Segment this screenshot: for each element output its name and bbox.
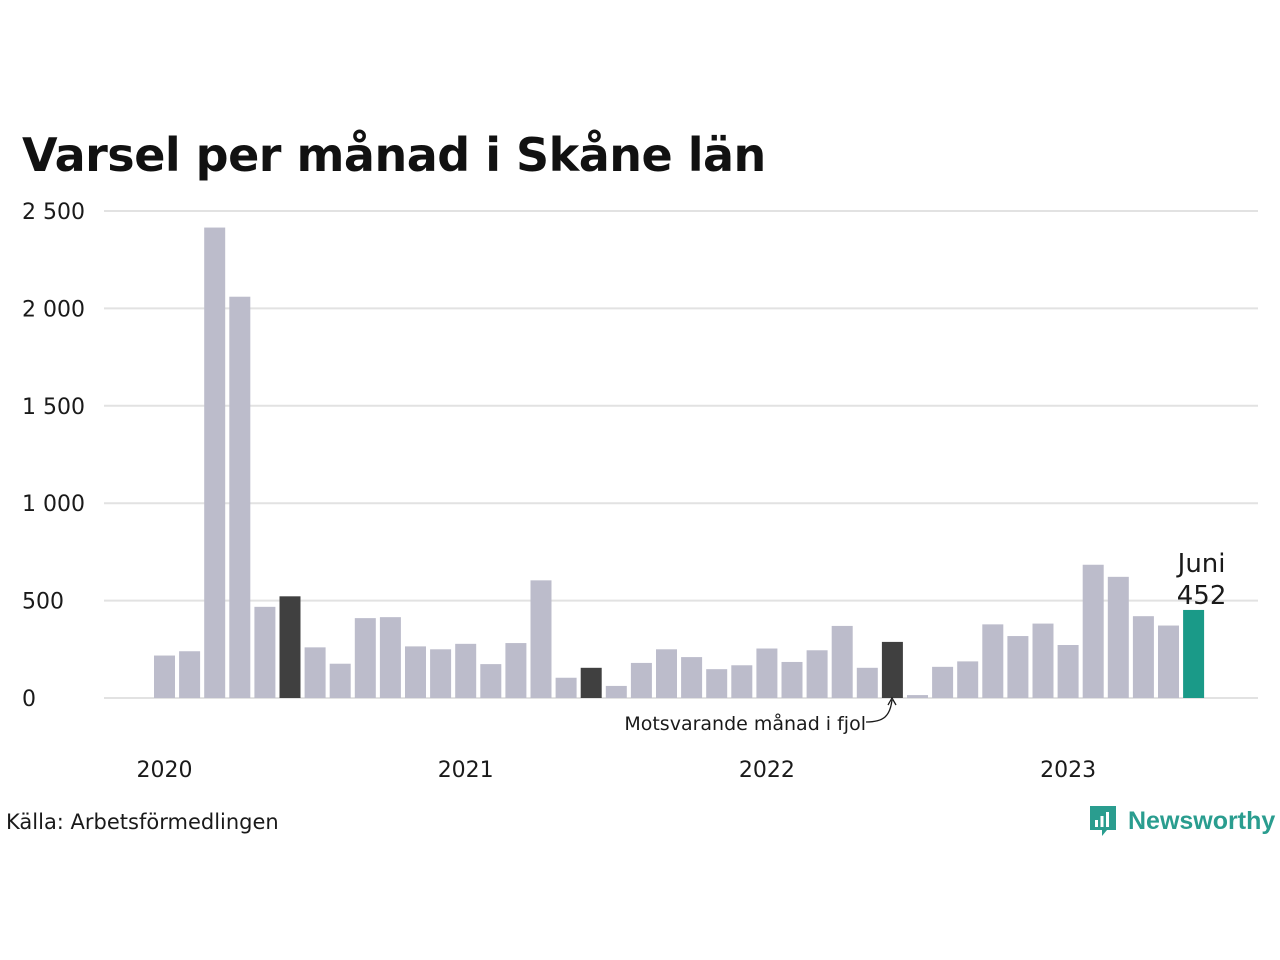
bar-2022-03: [806, 650, 828, 698]
bar-2020-09: [354, 618, 376, 698]
bar-2023-03: [1107, 576, 1129, 698]
bar-2020-10: [379, 617, 401, 698]
bar-2020-08: [329, 663, 351, 698]
y-axis-ticks: 0 500 1 000 1 500 2 000 2 500: [22, 200, 85, 712]
bar-2020-03: [204, 227, 226, 699]
annotation-arrowhead: [887, 696, 897, 706]
bar-2020-12: [430, 649, 452, 698]
bar-2022-06: [881, 641, 903, 698]
current-month-callout: Juni 452: [1176, 549, 1227, 611]
annotation: Motsvarande månad i fjol: [624, 696, 897, 735]
bar-2022-11: [1007, 636, 1029, 698]
bar-2020-06: [279, 596, 301, 698]
bar-2022-01: [756, 648, 778, 698]
bar-2022-08: [932, 666, 954, 698]
brand-name: Newsworthy: [1128, 806, 1276, 835]
bar-2021-02: [480, 664, 502, 698]
bar-2022-07: [907, 695, 928, 698]
bar-2021-03: [505, 643, 527, 698]
bars: [154, 227, 1205, 699]
bar-2022-04: [831, 625, 853, 698]
callout-value: 452: [1177, 581, 1227, 611]
y-tick-label: 2 000: [22, 297, 85, 322]
bar-2023-06: [1183, 609, 1205, 698]
bar-2021-05: [555, 677, 577, 698]
bar-2021-07: [605, 685, 627, 698]
bar-2021-01: [455, 643, 477, 698]
bar-2022-02: [781, 661, 803, 698]
bar-2021-10: [681, 657, 703, 698]
brand-logo[interactable]: Newsworthy: [1088, 803, 1275, 839]
x-year-label: 2022: [739, 758, 795, 783]
bar-2022-05: [856, 667, 878, 698]
annotation-arrow: [865, 699, 893, 723]
annotation-text: Motsvarande månad i fjol: [624, 712, 866, 735]
y-tick-label: 1 500: [22, 395, 85, 420]
bar-2020-05: [254, 606, 276, 698]
bar-2021-09: [656, 649, 677, 698]
x-year-label: 2023: [1040, 758, 1096, 783]
y-tick-label: 1 000: [22, 492, 85, 517]
x-axis-year-labels: 2020 2021 2022 2023: [137, 758, 1097, 783]
chart-title: Varsel per månad i Skåne län: [22, 128, 766, 182]
bar-2021-04: [530, 580, 552, 698]
bar-2020-11: [405, 646, 426, 698]
bar-2020-07: [304, 647, 326, 698]
bar-2023-05: [1158, 625, 1179, 698]
bar-2022-10: [982, 624, 1004, 698]
bar-2022-12: [1032, 623, 1054, 698]
callout-month: Juni: [1176, 549, 1226, 579]
bar-2020-04: [229, 296, 251, 698]
x-year-label: 2021: [438, 758, 494, 783]
x-year-label: 2020: [137, 758, 193, 783]
bar-2022-09: [957, 661, 979, 698]
source-note: Källa: Arbetsförmedlingen: [6, 810, 279, 834]
y-tick-label: 2 500: [22, 200, 85, 225]
bar-2021-06: [580, 667, 602, 698]
bar-2020-01: [154, 655, 175, 698]
bar-2023-02: [1082, 564, 1104, 698]
bar-2023-04: [1132, 616, 1154, 698]
y-tick-label: 500: [22, 590, 64, 615]
bar-2021-11: [706, 669, 728, 698]
bar-2021-12: [731, 665, 753, 698]
y-tick-label: 0: [22, 687, 36, 712]
bar-2020-02: [179, 651, 201, 698]
bar-2023-01: [1057, 645, 1079, 698]
bar-2021-08: [630, 662, 652, 698]
newsworthy-logo-icon: [1090, 806, 1116, 836]
